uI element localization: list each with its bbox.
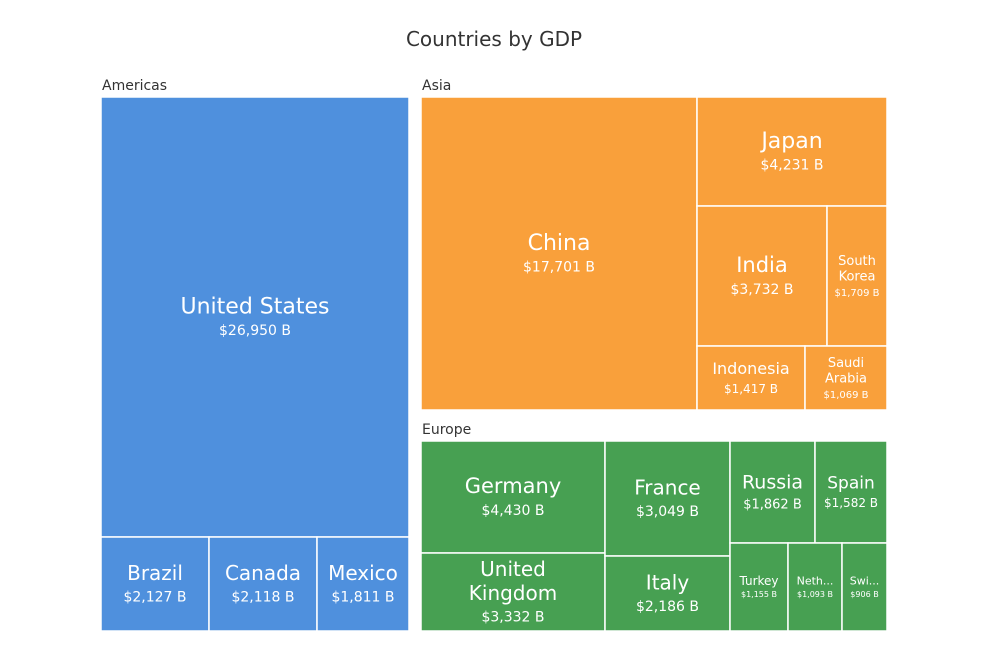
tile-rect-united-states[interactable] — [100, 96, 410, 538]
tile-value-japan: $4,231 B — [760, 158, 823, 174]
tile-value-united-states: $26,950 B — [219, 323, 291, 339]
tile-value-turkey: $1,155 B — [741, 590, 777, 599]
tile-japan[interactable]: Japan $4,231 B — [696, 96, 888, 207]
tile-value-france: $3,049 B — [636, 504, 699, 520]
tile-label-line: United — [480, 557, 546, 581]
tile-label-line: Arabia — [825, 372, 867, 387]
tile-rect-switzerland[interactable] — [841, 542, 888, 632]
tile-united-kingdom[interactable]: United Kingdom $3,332 B — [420, 552, 606, 632]
tile-label-spain: Spain — [827, 473, 875, 493]
tile-rect-brazil[interactable] — [100, 536, 210, 632]
tile-value-indonesia: $1,417 B — [724, 382, 778, 396]
tile-value-mexico: $1,811 B — [331, 590, 394, 606]
tile-value-russia: $1,862 B — [743, 497, 802, 512]
tile-rect-china[interactable] — [420, 96, 698, 411]
tile-value-saudi-arabia: $1,069 B — [823, 390, 868, 401]
tile-value-south-korea: $1,709 B — [834, 288, 879, 299]
tile-label-line: Kingdom — [469, 581, 557, 605]
tile-india[interactable]: India $3,732 B — [696, 205, 828, 347]
group-label-asia: Asia — [422, 78, 451, 94]
tile-south-korea[interactable]: South Korea $1,709 B — [826, 205, 888, 347]
tile-label-south-korea: South Korea — [838, 254, 876, 285]
tile-canada[interactable]: Canada $2,118 B — [208, 536, 318, 632]
group-asia: Asia China $17,701 B Japan $4,231 B India $3,7… — [420, 78, 888, 411]
tile-label-line: South — [838, 254, 876, 269]
tile-rect-canada[interactable] — [208, 536, 318, 632]
tile-saudi-arabia[interactable]: Saudi Arabia $1,069 B — [804, 345, 888, 411]
tile-value-india: $3,732 B — [730, 282, 793, 298]
tile-rect-indonesia[interactable] — [696, 345, 806, 411]
tile-rect-france[interactable] — [604, 440, 731, 557]
tile-value-spain: $1,582 B — [824, 496, 878, 510]
tile-brazil[interactable]: Brazil $2,127 B — [100, 536, 210, 632]
tile-rect-netherlands[interactable] — [787, 542, 843, 632]
tile-value-united-kingdom: $3,332 B — [481, 610, 544, 626]
tile-italy[interactable]: Italy $2,186 B — [604, 555, 731, 632]
tile-indonesia[interactable]: Indonesia $1,417 B — [696, 345, 806, 411]
tile-turkey[interactable]: Turkey $1,155 B — [729, 542, 789, 632]
tile-label-line: Saudi — [828, 356, 864, 371]
tile-label-india: India — [736, 253, 788, 277]
tile-rect-italy[interactable] — [604, 555, 731, 632]
tile-value-germany: $4,430 B — [481, 503, 544, 519]
tile-united-states[interactable]: United States $26,950 B — [100, 96, 410, 538]
tile-value-brazil: $2,127 B — [123, 590, 186, 606]
tile-label-indonesia: Indonesia — [712, 359, 789, 378]
chart-title: Countries by GDP — [406, 27, 582, 51]
tile-label-japan: Japan — [759, 129, 822, 154]
tile-label-italy: Italy — [646, 570, 690, 594]
tile-netherlands[interactable]: Neth... $1,093 B — [787, 542, 843, 632]
tile-label-germany: Germany — [465, 474, 562, 498]
tile-rect-japan[interactable] — [696, 96, 888, 207]
tile-label-china: China — [528, 231, 591, 256]
tile-value-netherlands: $1,093 B — [797, 590, 833, 599]
tile-label-brazil: Brazil — [127, 561, 183, 585]
tile-switzerland[interactable]: Swi... $906 B — [841, 542, 888, 632]
tile-mexico[interactable]: Mexico $1,811 B — [316, 536, 410, 632]
tile-label-canada: Canada — [225, 561, 301, 585]
tile-germany[interactable]: Germany $4,430 B — [420, 440, 606, 554]
tile-rect-saudi-arabia[interactable] — [804, 345, 888, 411]
tile-china[interactable]: China $17,701 B — [420, 96, 698, 411]
group-europe: Europe Germany $4,430 B United Kingdom $3,332… — [420, 422, 888, 632]
tile-rect-south-korea[interactable] — [826, 205, 888, 347]
tile-label-saudi-arabia: Saudi Arabia — [825, 356, 867, 387]
tile-value-switzerland: $906 B — [850, 590, 878, 599]
tile-label-switzerland: Swi... — [850, 575, 880, 588]
group-label-europe: Europe — [422, 422, 471, 438]
group-americas: Americas United States $26,950 B Brazil $2,1… — [100, 78, 410, 632]
tile-france[interactable]: France $3,049 B — [604, 440, 731, 557]
tile-value-italy: $2,186 B — [636, 599, 699, 615]
tile-value-canada: $2,118 B — [231, 590, 294, 606]
treemap-groups: Americas United States $26,950 B Brazil $2,1… — [100, 78, 888, 632]
tile-russia[interactable]: Russia $1,862 B — [729, 440, 816, 544]
tile-label-united-states: United States — [181, 294, 330, 319]
tile-label-line: Korea — [839, 270, 876, 285]
tile-rect-spain[interactable] — [814, 440, 888, 544]
tile-rect-united-kingdom[interactable] — [420, 552, 606, 632]
tile-value-china: $17,701 B — [523, 260, 595, 276]
tile-label-russia: Russia — [742, 471, 803, 493]
tile-rect-mexico[interactable] — [316, 536, 410, 632]
tile-label-united-kingdom: United Kingdom — [469, 557, 557, 605]
tile-label-mexico: Mexico — [328, 561, 398, 585]
tile-label-france: France — [634, 475, 701, 499]
tile-spain[interactable]: Spain $1,582 B — [814, 440, 888, 544]
tile-rect-turkey[interactable] — [729, 542, 789, 632]
group-label-americas: Americas — [102, 78, 167, 94]
tile-label-netherlands: Neth... — [797, 575, 834, 588]
tile-label-turkey: Turkey — [738, 574, 778, 588]
